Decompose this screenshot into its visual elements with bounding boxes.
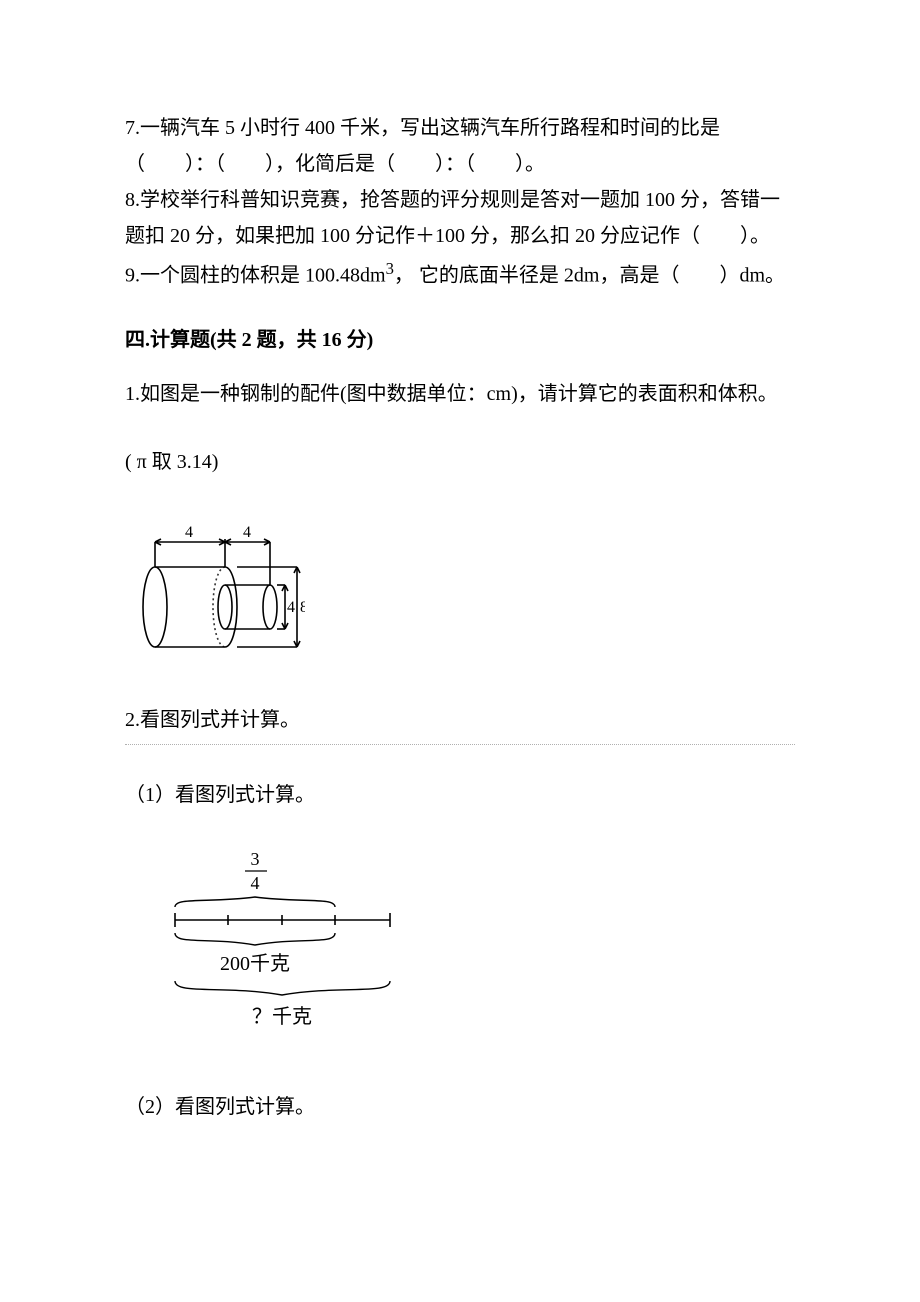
question-4-2-1: （1）看图列式计算。	[125, 777, 795, 813]
fig2-frac-num: 3	[251, 849, 260, 869]
section-4-title: 四.计算题(共 2 题，共 16 分)	[125, 322, 795, 358]
cylinders-svg: 4 4 4 8	[125, 512, 305, 672]
dotted-separator	[125, 744, 795, 745]
fig1-label-4a: 4	[185, 524, 193, 541]
q9-text-post: ， 它的底面半径是 2dm，高是（ ）dm。	[394, 265, 785, 287]
pi-note: ( π 取 3.14)	[125, 444, 795, 480]
question-8: 8.学校举行科普知识竞赛，抢答题的评分规则是答对一题加 100 分，答错一题扣 …	[125, 182, 795, 254]
figure-1-cylinders: 4 4 4 8	[125, 512, 795, 684]
fig2-label-200kg: 200千克	[220, 952, 290, 975]
question-4-2: 2.看图列式并计算。	[125, 702, 795, 738]
bar-diagram-svg: 3 4 200千克 ？千克	[155, 845, 415, 1045]
fig2-label-qkg: ？千克	[252, 1005, 312, 1028]
fig1-label-4c: 4	[287, 599, 295, 616]
figure-2-bar-diagram: 3 4 200千克 ？千克	[155, 845, 795, 1057]
q9-text-pre: 9.一个圆柱的体积是 100.48dm	[125, 265, 386, 287]
question-4-1: 1.如图是一种钢制的配件(图中数据单位：cm)，请计算它的表面积和体积。	[125, 376, 795, 412]
fig2-frac-den: 4	[251, 873, 260, 893]
question-7: 7.一辆汽车 5 小时行 400 千米，写出这辆汽车所行路程和时间的比是（ ）：…	[125, 110, 795, 182]
fig1-label-8: 8	[300, 599, 305, 616]
question-9: 9.一个圆柱的体积是 100.48dm3， 它的底面半径是 2dm，高是（ ）d…	[125, 254, 795, 294]
question-4-2-2: （2）看图列式计算。	[125, 1089, 795, 1125]
q9-sup: 3	[386, 259, 394, 278]
fig1-label-4b: 4	[243, 524, 251, 541]
page-content: 7.一辆汽车 5 小时行 400 千米，写出这辆汽车所行路程和时间的比是（ ）：…	[0, 0, 920, 1125]
